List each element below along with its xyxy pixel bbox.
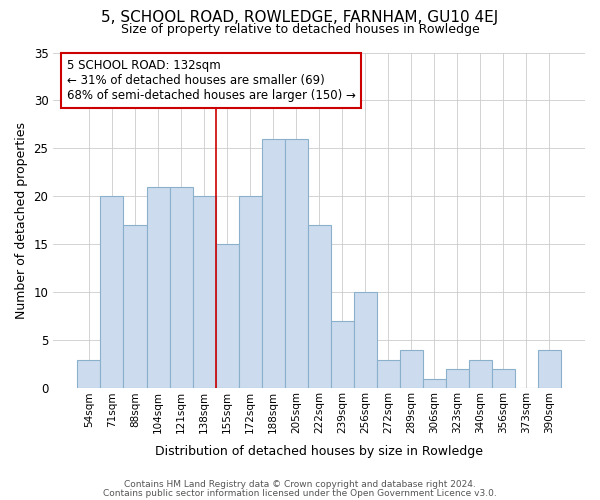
Bar — [353, 292, 377, 388]
X-axis label: Distribution of detached houses by size in Rowledge: Distribution of detached houses by size … — [155, 444, 483, 458]
Bar — [239, 196, 262, 388]
Bar — [100, 196, 124, 388]
Bar — [146, 187, 170, 388]
Bar — [331, 322, 353, 388]
Text: Size of property relative to detached houses in Rowledge: Size of property relative to detached ho… — [121, 22, 479, 36]
Bar — [446, 370, 469, 388]
Bar — [308, 226, 331, 388]
Bar — [423, 379, 446, 388]
Bar — [469, 360, 492, 388]
Bar — [400, 350, 423, 389]
Bar — [492, 370, 515, 388]
Bar — [193, 196, 215, 388]
Bar — [377, 360, 400, 388]
Text: Contains HM Land Registry data © Crown copyright and database right 2024.: Contains HM Land Registry data © Crown c… — [124, 480, 476, 489]
Text: Contains public sector information licensed under the Open Government Licence v3: Contains public sector information licen… — [103, 488, 497, 498]
Y-axis label: Number of detached properties: Number of detached properties — [15, 122, 28, 319]
Bar — [538, 350, 561, 389]
Bar — [77, 360, 100, 388]
Bar — [124, 226, 146, 388]
Bar — [262, 139, 284, 388]
Bar — [284, 139, 308, 388]
Text: 5, SCHOOL ROAD, ROWLEDGE, FARNHAM, GU10 4EJ: 5, SCHOOL ROAD, ROWLEDGE, FARNHAM, GU10 … — [101, 10, 499, 25]
Text: 5 SCHOOL ROAD: 132sqm
← 31% of detached houses are smaller (69)
68% of semi-deta: 5 SCHOOL ROAD: 132sqm ← 31% of detached … — [67, 59, 355, 102]
Bar — [170, 187, 193, 388]
Bar — [215, 244, 239, 388]
